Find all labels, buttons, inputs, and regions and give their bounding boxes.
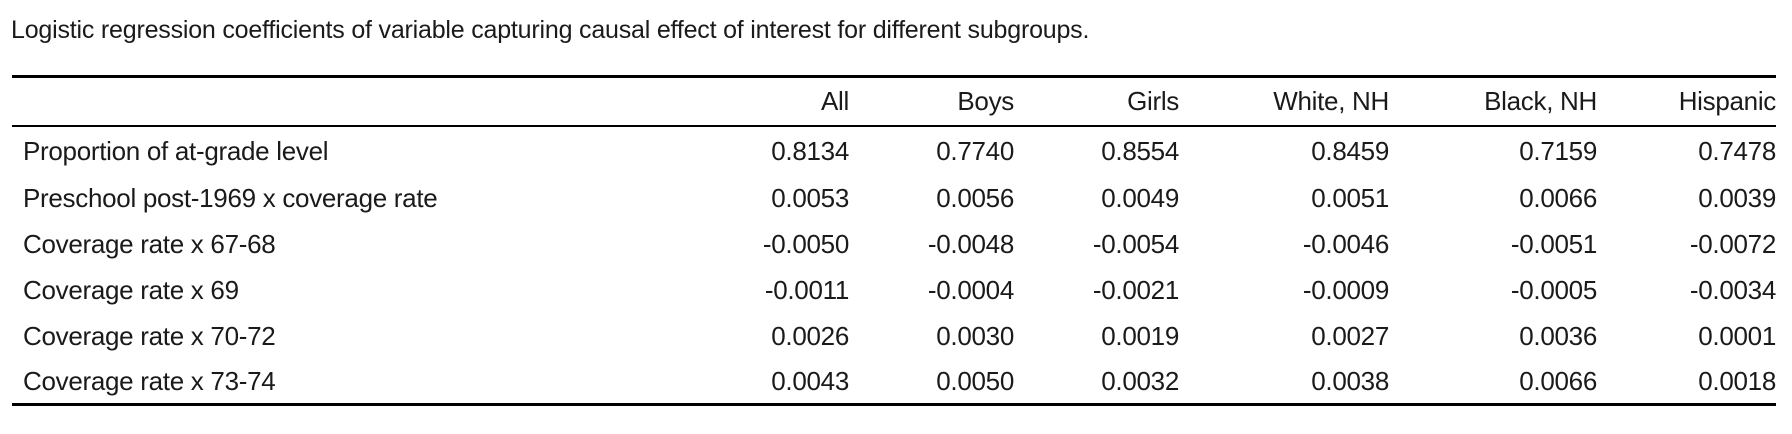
cell-value: 0.8554 <box>1101 135 1179 166</box>
cell-value: 0.8459 <box>1311 135 1389 166</box>
cell-value: -0.0051 <box>1510 228 1597 259</box>
table-bottom-rule <box>12 403 1776 406</box>
cell-value: 0.0066 <box>1519 182 1597 213</box>
cell-value: 0.0026 <box>771 320 849 351</box>
row-label: Coverage rate x 70-72 <box>23 320 276 351</box>
cell-value: 0.7159 <box>1519 135 1597 166</box>
cell-value: -0.0054 <box>1092 228 1179 259</box>
table-row: Coverage rate x 69 -0.0011 -0.0004 -0.00… <box>12 267 1776 313</box>
cell-value: 0.0019 <box>1101 320 1179 351</box>
table-row: Preschool post-1969 x coverage rate 0.00… <box>12 175 1776 221</box>
cell-value: -0.0004 <box>927 274 1014 305</box>
row-label: Coverage rate x 73-74 <box>23 365 276 396</box>
cell-value: -0.0050 <box>762 228 849 259</box>
cell-value: 0.0051 <box>1311 182 1389 213</box>
cell-value: 0.0027 <box>1311 320 1389 351</box>
cell-value: -0.0021 <box>1092 274 1179 305</box>
cell-value: 0.0030 <box>936 320 1014 351</box>
header-cell-girls: Girls <box>1127 86 1179 116</box>
header-rule <box>12 125 1776 127</box>
cell-value: 0.0056 <box>936 182 1014 213</box>
cell-value: 0.7740 <box>936 135 1014 166</box>
cell-value: 0.0039 <box>1698 182 1776 213</box>
cell-value: 0.0001 <box>1698 320 1776 351</box>
cell-value: 0.0038 <box>1311 365 1389 396</box>
cell-value: 0.0053 <box>771 182 849 213</box>
row-label: Proportion of at-grade level <box>23 135 329 166</box>
table-row: Proportion of at-grade level 0.8134 0.77… <box>12 127 1776 175</box>
cell-value: -0.0034 <box>1689 274 1776 305</box>
cell-value: 0.0018 <box>1698 365 1776 396</box>
row-label: Coverage rate x 69 <box>23 274 239 305</box>
cell-value: -0.0005 <box>1510 274 1597 305</box>
cell-value: -0.0009 <box>1302 274 1389 305</box>
header-cell-white-nh: White, NH <box>1273 86 1389 116</box>
cell-value: -0.0072 <box>1689 228 1776 259</box>
header-cell-label <box>12 78 623 125</box>
cell-value: 0.7478 <box>1698 135 1776 166</box>
row-label: Coverage rate x 67-68 <box>23 228 276 259</box>
table-row: Coverage rate x 73-74 0.0043 0.0050 0.00… <box>12 359 1776 403</box>
header-cell-all: All <box>821 86 849 116</box>
header-row: All Boys Girls White, NH Black, NH Hispa… <box>12 78 1776 125</box>
cell-value: -0.0048 <box>927 228 1014 259</box>
row-label: Preschool post-1969 x coverage rate <box>23 182 438 213</box>
header-cell-boys: Boys <box>957 86 1014 116</box>
table-row: Coverage rate x 67-68 -0.0050 -0.0048 -0… <box>12 221 1776 267</box>
cell-value: -0.0046 <box>1302 228 1389 259</box>
cell-value: 0.0066 <box>1519 365 1597 396</box>
cell-value: 0.0032 <box>1101 365 1179 396</box>
table-caption: Logistic regression coefficients of vari… <box>11 16 1090 44</box>
header-cell-hispanic: Hispanic <box>1678 86 1777 116</box>
coefficients-table: All Boys Girls White, NH Black, NH Hispa… <box>12 75 1776 406</box>
table-row: Coverage rate x 70-72 0.0026 0.0030 0.00… <box>12 313 1776 359</box>
results-table-body: Proportion of at-grade level 0.8134 0.77… <box>12 127 1776 403</box>
cell-value: 0.8134 <box>771 135 849 166</box>
header-cell-black-nh: Black, NH <box>1484 86 1597 116</box>
cell-value: 0.0036 <box>1519 320 1597 351</box>
table-top-rule <box>12 75 1776 78</box>
cell-value: 0.0043 <box>771 365 849 396</box>
cell-value: 0.0049 <box>1101 182 1179 213</box>
results-table: All Boys Girls White, NH Black, NH Hispa… <box>12 78 1776 125</box>
cell-value: -0.0011 <box>764 274 849 305</box>
cell-value: 0.0050 <box>936 365 1014 396</box>
